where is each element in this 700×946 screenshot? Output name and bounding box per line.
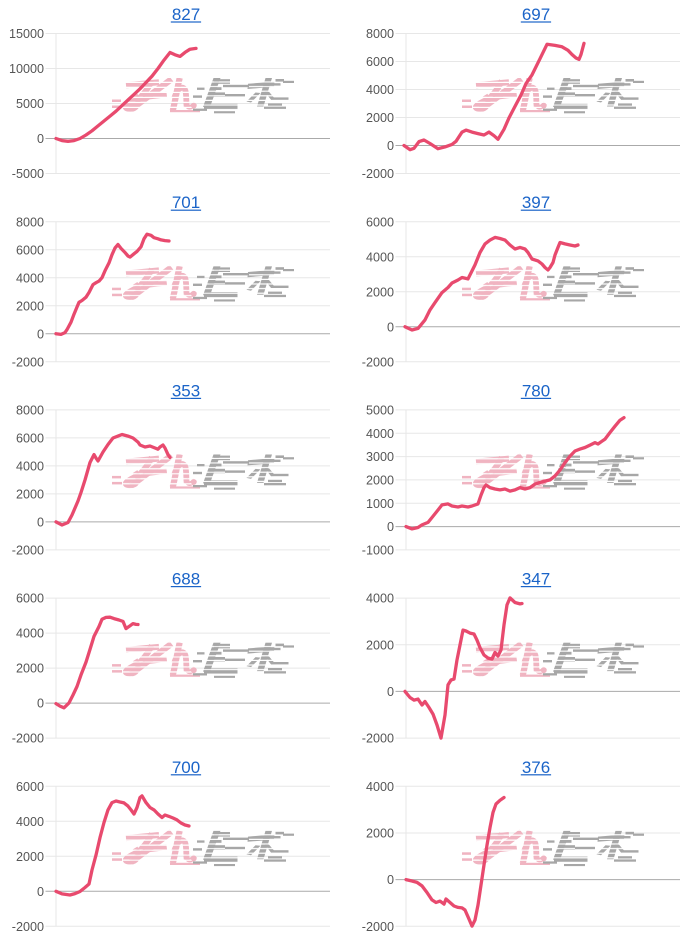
- svg-text:353: 353: [172, 381, 200, 400]
- svg-text:-5000: -5000: [12, 167, 44, 181]
- svg-text:2000: 2000: [16, 850, 44, 864]
- svg-text:2000: 2000: [366, 638, 394, 652]
- svg-text:2000: 2000: [16, 662, 44, 676]
- svg-text:688: 688: [172, 570, 200, 589]
- svg-text:397: 397: [522, 193, 550, 212]
- svg-text:827: 827: [172, 5, 200, 24]
- svg-text:-2000: -2000: [362, 920, 394, 934]
- svg-text:6000: 6000: [366, 215, 394, 229]
- svg-text:-2000: -2000: [12, 544, 44, 558]
- svg-text:701: 701: [172, 193, 200, 212]
- svg-text:4000: 4000: [366, 427, 394, 441]
- svg-text:4000: 4000: [366, 83, 394, 97]
- svg-text:4000: 4000: [16, 627, 44, 641]
- svg-text:2000: 2000: [16, 488, 44, 502]
- svg-text:2000: 2000: [366, 285, 394, 299]
- svg-text:6000: 6000: [16, 243, 44, 257]
- svg-text:2000: 2000: [366, 474, 394, 488]
- svg-text:4000: 4000: [16, 815, 44, 829]
- svg-text:3000: 3000: [366, 450, 394, 464]
- svg-text:-2000: -2000: [12, 732, 44, 746]
- svg-text:6000: 6000: [16, 592, 44, 606]
- svg-text:0: 0: [37, 885, 44, 899]
- svg-text:1000: 1000: [366, 497, 394, 511]
- svg-text:2000: 2000: [16, 299, 44, 313]
- svg-text:0: 0: [387, 320, 394, 334]
- svg-text:0: 0: [387, 520, 394, 534]
- svg-text:8000: 8000: [16, 404, 44, 418]
- svg-text:0: 0: [387, 685, 394, 699]
- svg-text:0: 0: [387, 873, 394, 887]
- svg-text:5000: 5000: [16, 97, 44, 111]
- svg-text:697: 697: [522, 5, 550, 24]
- svg-text:0: 0: [387, 139, 394, 153]
- svg-text:15000: 15000: [9, 27, 44, 41]
- svg-text:700: 700: [172, 758, 200, 777]
- svg-text:-2000: -2000: [362, 732, 394, 746]
- svg-text:780: 780: [522, 381, 550, 400]
- svg-text:0: 0: [37, 132, 44, 146]
- svg-text:-1000: -1000: [362, 544, 394, 558]
- svg-text:0: 0: [37, 697, 44, 711]
- svg-text:-2000: -2000: [12, 355, 44, 369]
- svg-text:6000: 6000: [366, 55, 394, 69]
- svg-text:6000: 6000: [16, 780, 44, 794]
- svg-text:0: 0: [37, 327, 44, 341]
- svg-text:2000: 2000: [366, 111, 394, 125]
- svg-text:6000: 6000: [16, 432, 44, 446]
- svg-text:0: 0: [37, 516, 44, 530]
- svg-text:10000: 10000: [9, 62, 44, 76]
- svg-text:4000: 4000: [366, 250, 394, 264]
- svg-text:2000: 2000: [366, 827, 394, 841]
- svg-text:376: 376: [522, 758, 550, 777]
- svg-text:8000: 8000: [366, 27, 394, 41]
- svg-text:4000: 4000: [16, 460, 44, 474]
- svg-text:8000: 8000: [16, 215, 44, 229]
- svg-text:-2000: -2000: [362, 355, 394, 369]
- svg-text:-2000: -2000: [362, 167, 394, 181]
- svg-text:5000: 5000: [366, 404, 394, 418]
- svg-text:4000: 4000: [366, 592, 394, 606]
- svg-text:4000: 4000: [16, 271, 44, 285]
- svg-text:347: 347: [522, 570, 550, 589]
- svg-text:-2000: -2000: [12, 920, 44, 934]
- svg-text:4000: 4000: [366, 780, 394, 794]
